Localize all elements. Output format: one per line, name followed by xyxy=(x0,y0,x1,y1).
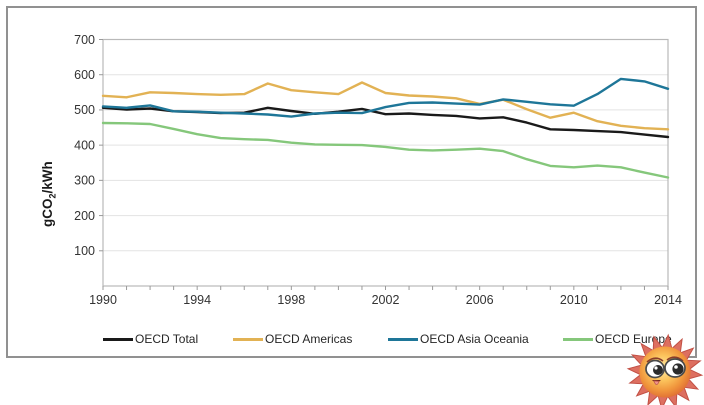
y-tick-label-600: 600 xyxy=(74,68,95,82)
x-tick-label-2014: 2014 xyxy=(654,293,682,307)
y-tick-label-100: 100 xyxy=(74,244,95,258)
y-axis-title-post: /kWh xyxy=(40,161,55,194)
series-line-oecd-europe xyxy=(101,121,670,179)
sun-face-group xyxy=(626,333,704,405)
figure-border xyxy=(6,6,697,358)
plot-area-border xyxy=(102,38,669,287)
sun-face-sticker xyxy=(626,333,704,405)
series-line-oecd-americas xyxy=(101,81,670,131)
x-tick-label-2010: 2010 xyxy=(560,293,588,307)
x-tick-label-2006: 2006 xyxy=(466,293,494,307)
series-line-oecd-asia-oceania xyxy=(101,77,670,118)
sun-eyes xyxy=(645,356,686,379)
y-axis-title-pre: gCO xyxy=(40,198,55,228)
y-tick-label-300: 300 xyxy=(74,174,95,188)
y-axis-title-sub: 2 xyxy=(47,193,58,199)
y-tick-label-700: 700 xyxy=(74,33,95,47)
y-tick-label-200: 200 xyxy=(74,209,95,223)
x-tick-label-1990: 1990 xyxy=(89,293,117,307)
y-tick-label-400: 400 xyxy=(74,138,95,152)
sun-mouth xyxy=(652,380,661,386)
y-tick-label-500: 500 xyxy=(74,103,95,117)
y-axis-title: gCO2/kWh xyxy=(40,161,58,227)
x-tick-label-1998: 1998 xyxy=(277,293,305,307)
x-tick-label-2002: 2002 xyxy=(372,293,400,307)
x-tick-label-1994: 1994 xyxy=(183,293,211,307)
